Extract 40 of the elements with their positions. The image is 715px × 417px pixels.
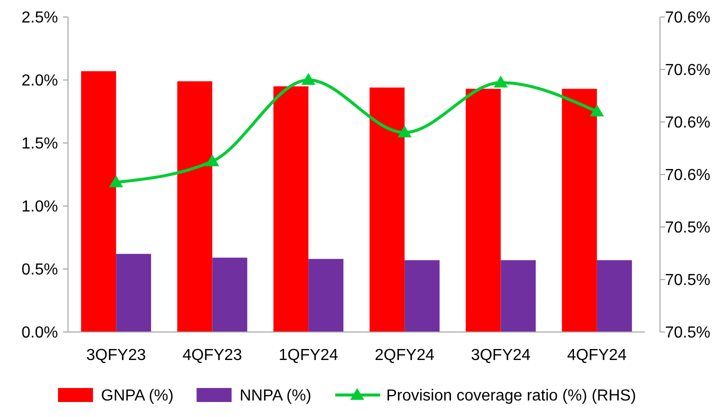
y2-tick-label: 70.5% — [665, 272, 710, 290]
bar — [308, 258, 344, 332]
y-tick-label: 1.0% — [22, 198, 58, 216]
bar — [596, 260, 632, 332]
point — [109, 175, 124, 188]
x-tick-label: 2QFY24 — [374, 347, 434, 364]
y-tick-label: 1.5% — [22, 136, 58, 153]
x-tick-label: 4QFY24 — [567, 347, 627, 364]
point — [398, 126, 412, 138]
bar — [116, 254, 152, 332]
y-tick-label: 0.0% — [22, 324, 58, 342]
y2-tick-label: 70.5% — [665, 220, 710, 237]
y-tick-label: 2.5% — [22, 10, 58, 27]
legend-label: Provision coverage ratio (%) (RHS) — [386, 388, 636, 405]
x-tick-label: 1QFY24 — [278, 347, 338, 364]
bar — [500, 260, 536, 332]
y2-tick-label: 70.6% — [665, 10, 710, 27]
legend-label: NNPA (%) — [240, 388, 312, 405]
legend-label: GNPA (%) — [101, 388, 174, 405]
y2-tick-label: 70.6% — [665, 167, 710, 184]
bar — [370, 88, 405, 332]
bar — [466, 88, 501, 332]
bar — [212, 258, 248, 332]
point — [590, 104, 604, 116]
bar — [562, 88, 597, 332]
x-tick-label: 4QFY23 — [182, 347, 242, 364]
bar — [404, 260, 440, 332]
x-tick-label: 3QFY24 — [470, 347, 531, 364]
point — [301, 73, 316, 85]
point — [494, 76, 508, 88]
bar — [177, 81, 212, 332]
y2-tick-label: 70.5% — [665, 324, 710, 342]
y-tick-label: 2.0% — [22, 72, 58, 90]
y-tick-label: 0.5% — [22, 262, 58, 279]
bar — [273, 86, 308, 332]
x-tick-label: 3QFY23 — [86, 347, 146, 364]
bar — [81, 71, 116, 332]
y2-tick-label: 70.6% — [665, 62, 710, 80]
point — [205, 154, 220, 166]
y2-tick-label: 70.6% — [665, 114, 710, 132]
